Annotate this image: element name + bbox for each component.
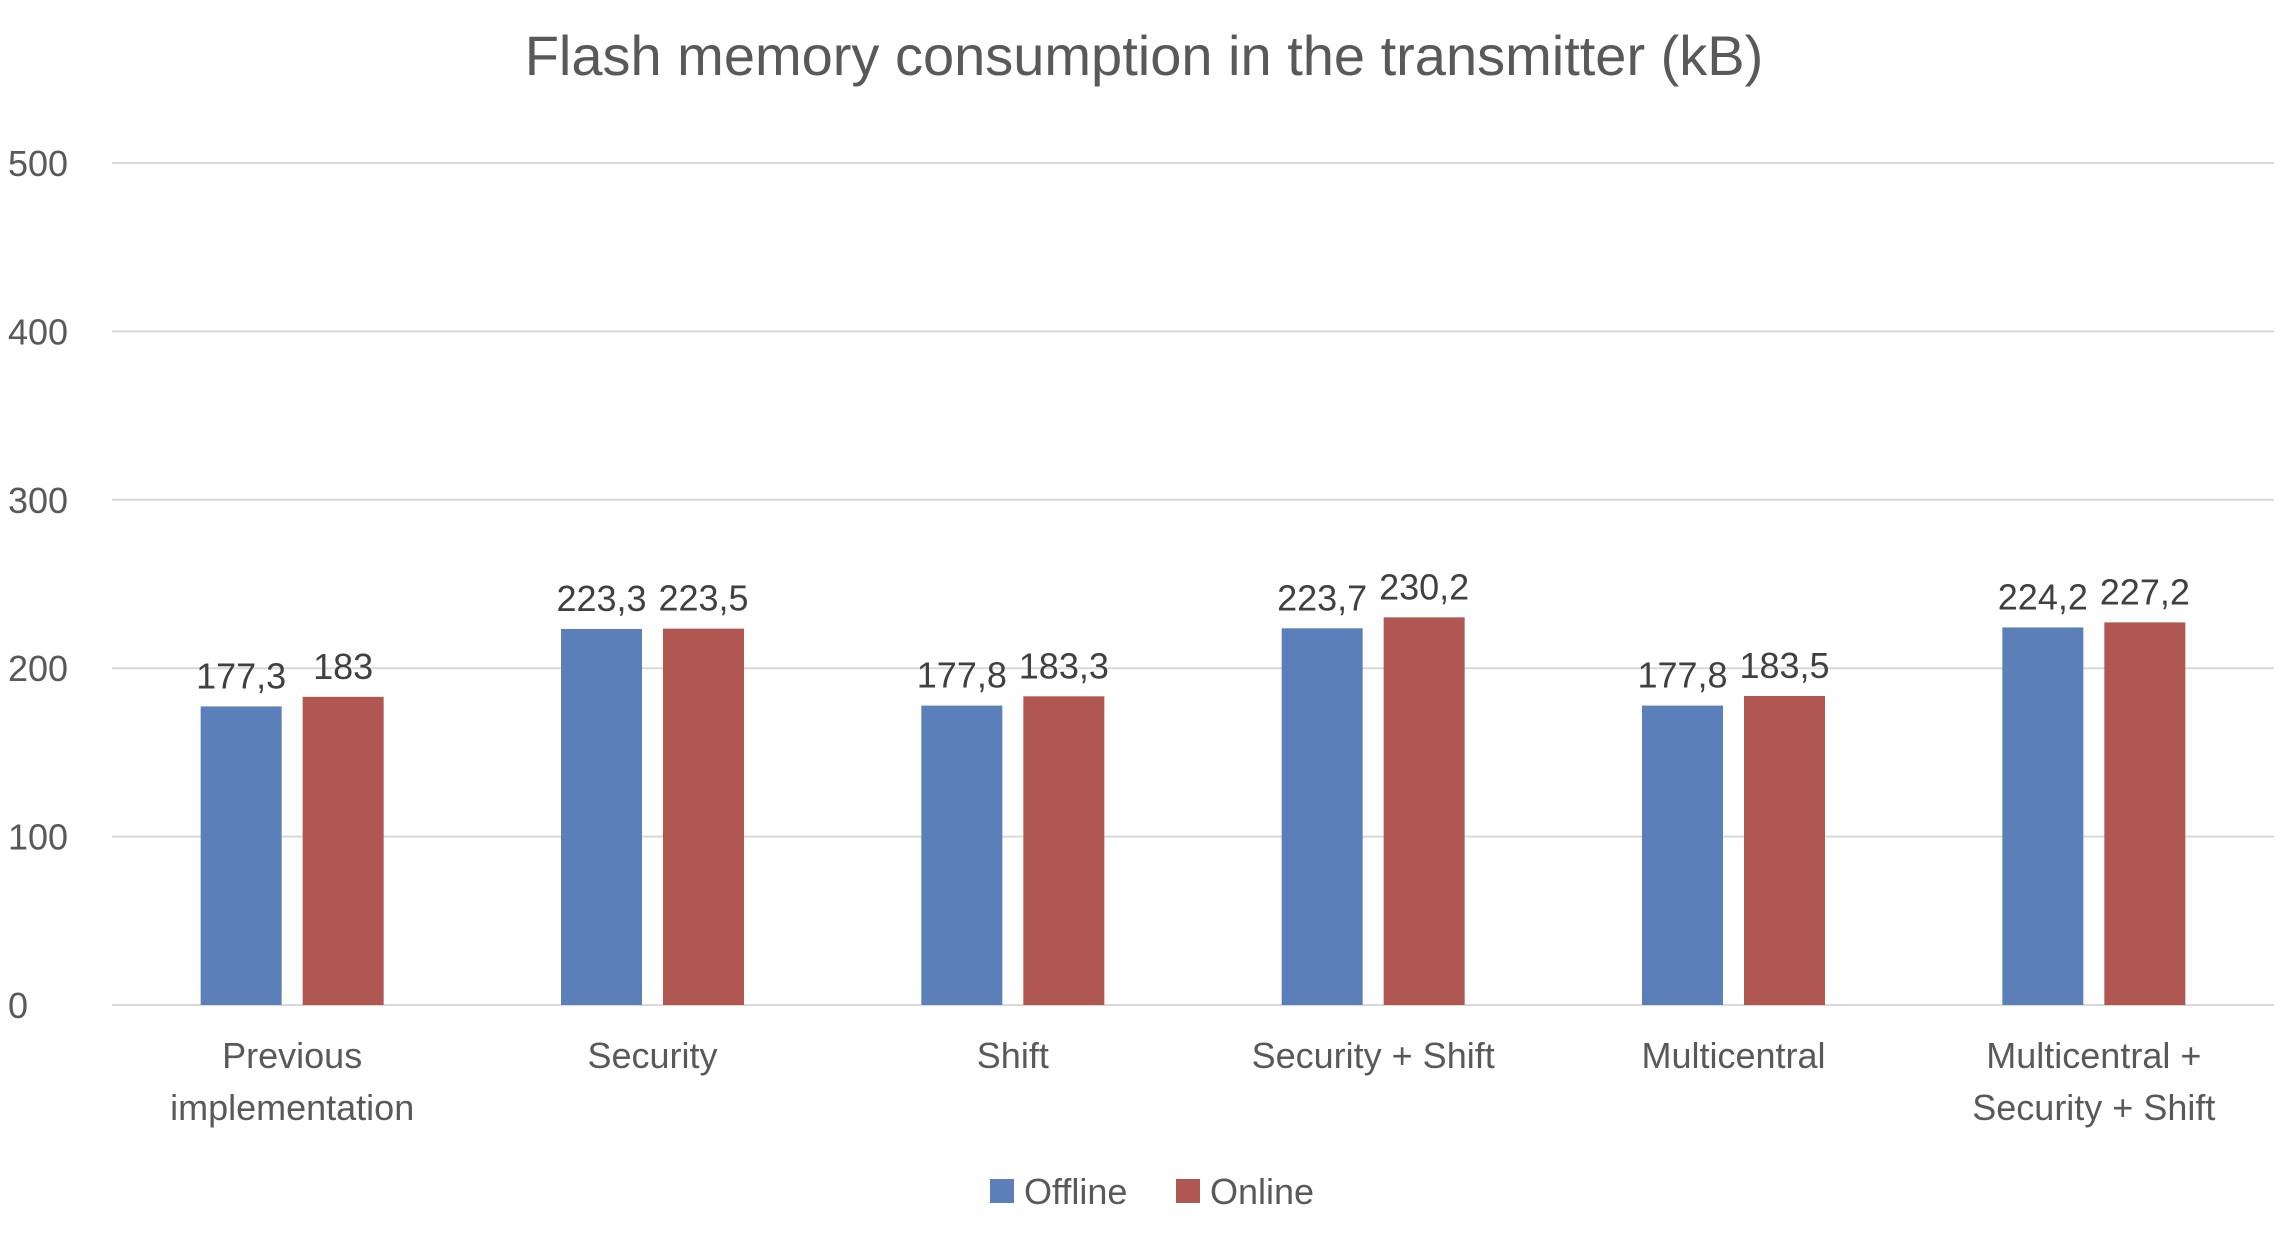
data-label: 227,2 (2100, 571, 2190, 612)
legend-label-online: Online (1210, 1171, 1314, 1212)
x-axis-categories: Previous implementation Security Shift Secur… (170, 1035, 2215, 1128)
bar-offline (921, 705, 1003, 1005)
bars (200, 617, 2186, 1005)
y-tick-label: 100 (8, 817, 68, 858)
legend-swatch-online (1176, 1179, 1200, 1203)
x-category-label: Security (587, 1035, 717, 1076)
chart-title: Flash memory consumption in the transmit… (525, 24, 1764, 87)
y-tick-label: 0 (8, 985, 28, 1026)
x-category-label: Security + Shift (1972, 1087, 2215, 1128)
legend-label-offline: Offline (1024, 1171, 1127, 1212)
bar-online (1383, 617, 1465, 1005)
data-label: 223,5 (658, 578, 748, 619)
legend: Offline Online (990, 1171, 1314, 1212)
bar-offline (2002, 627, 2084, 1005)
y-tick-label: 500 (8, 143, 68, 184)
data-labels: 177,3 183 223,3 223,5 177,8 183,3 223,7 230,2 17… (196, 566, 2190, 696)
y-tick-label: 200 (8, 648, 68, 689)
bar-online (663, 628, 744, 1005)
x-category-label: Multicentral + (1986, 1035, 2201, 1076)
data-label: 177,8 (917, 655, 1007, 696)
y-tick-label: 300 (8, 480, 68, 521)
data-label: 183,5 (1739, 645, 1829, 686)
data-label: 177,3 (196, 655, 286, 696)
y-axis-ticks: 0 100 200 300 400 500 (8, 143, 68, 1026)
x-category-label: Security + Shift (1252, 1035, 1495, 1076)
bar-offline (1281, 628, 1363, 1005)
data-label: 230,2 (1379, 566, 1469, 607)
data-label: 177,8 (1637, 655, 1727, 696)
y-tick-label: 400 (8, 311, 68, 352)
x-category-label: Previous (222, 1035, 362, 1076)
gridlines (112, 162, 2274, 1006)
bar-offline (561, 628, 642, 1005)
data-label: 224,2 (1998, 576, 2088, 617)
bar-offline (200, 706, 282, 1005)
data-label: 183 (313, 646, 373, 687)
x-category-label: Shift (977, 1035, 1049, 1076)
x-category-label: Multicentral (1641, 1035, 1825, 1076)
bar-offline (1642, 705, 1723, 1005)
data-label: 223,7 (1277, 577, 1367, 618)
data-label: 183,3 (1019, 645, 1109, 686)
bar-online (302, 696, 384, 1005)
data-label: 223,3 (556, 578, 646, 619)
x-category-label: implementation (170, 1087, 414, 1128)
bar-online (2104, 622, 2186, 1005)
bar-online (1744, 695, 1825, 1005)
legend-swatch-offline (990, 1179, 1014, 1203)
bar-online (1023, 696, 1105, 1005)
